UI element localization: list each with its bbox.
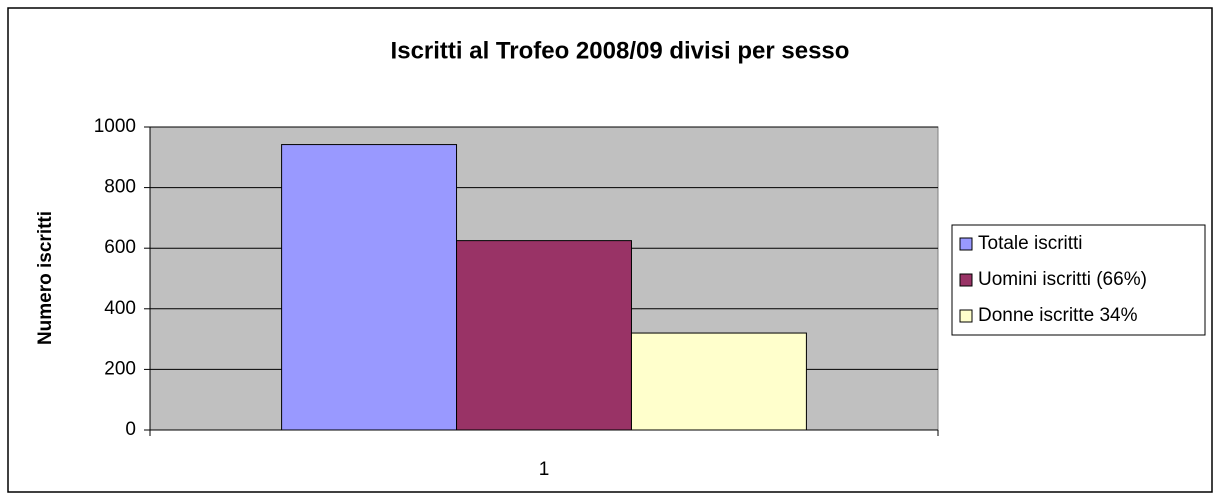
- legend-label: Totale iscritti: [978, 233, 1083, 254]
- y-tick-label: 600: [104, 237, 136, 258]
- y-axis-label: Numero iscritti: [35, 211, 56, 345]
- bar: [630, 332, 807, 431]
- bar: [456, 240, 632, 431]
- y-tick-label: 0: [125, 419, 136, 440]
- y-tick-label: 1000: [94, 116, 136, 137]
- x-tick-label: 1: [539, 459, 550, 480]
- legend-label: Uomini iscritti (66%): [978, 269, 1147, 290]
- legend-box: [951, 224, 1206, 336]
- chart-title: Iscritti al Trofeo 2008/09 divisi per se…: [391, 37, 850, 64]
- y-tick-label: 800: [104, 177, 136, 198]
- legend-swatch: [959, 237, 973, 251]
- legend-label: Donne iscritte 34%: [978, 305, 1138, 326]
- legend-swatch: [959, 309, 973, 323]
- y-tick-label: 400: [104, 298, 136, 319]
- bar: [281, 144, 458, 431]
- y-tick-label: 200: [104, 358, 136, 379]
- legend-swatch: [959, 273, 973, 287]
